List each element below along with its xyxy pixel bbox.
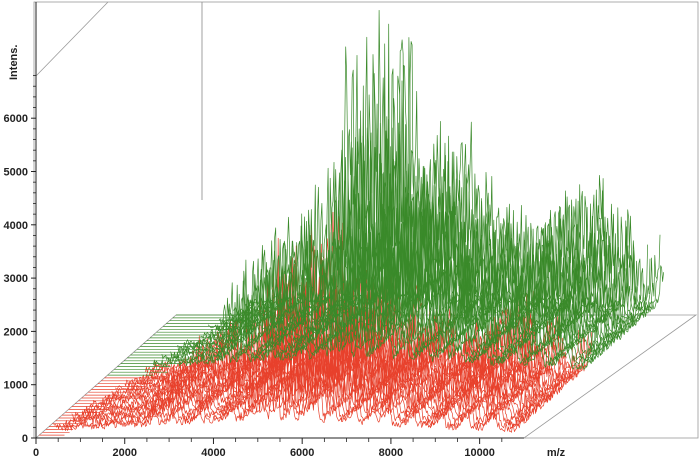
- x-tick-label: 6000: [290, 447, 314, 459]
- spectrum-line: [69, 284, 531, 427]
- y-tick-label: 4000: [4, 220, 28, 232]
- spectrum-line: [72, 271, 535, 425]
- spectrum-line: [115, 256, 567, 396]
- spectra-series: [36, 9, 664, 439]
- spectrum-line: [87, 245, 547, 412]
- axes: Intens. m/z 0 1000 2000 3000 4000 5000 6000 0 20…: [4, 2, 566, 459]
- y-tick-label: 5000: [4, 167, 28, 179]
- y-tick-label: 3000: [4, 273, 28, 285]
- spectrum-line: [244, 41, 661, 313]
- x-tick-label: 4000: [201, 447, 225, 459]
- spectrum-line: [142, 223, 580, 383]
- x-tick-label: 0: [33, 447, 39, 459]
- y-tick-label: 2000: [4, 326, 28, 338]
- spectrum-line: [221, 23, 638, 333]
- y-axis-title: Intens.: [8, 45, 20, 80]
- y-tick-label: 0: [22, 433, 28, 445]
- spectrum-line: [99, 277, 554, 407]
- x-tick-label: 8000: [379, 447, 403, 459]
- spectrum-line: [111, 245, 564, 398]
- spectrum-line: [82, 266, 541, 419]
- spectrum-line: [229, 75, 648, 324]
- spectrum-line: [248, 80, 664, 310]
- spectrum-line: [106, 278, 557, 405]
- spectrum-line: [64, 237, 528, 430]
- spectrum-line: [145, 216, 589, 375]
- spectrum-line: [185, 94, 619, 350]
- spectrum-line: [225, 98, 644, 327]
- x-axis-title: m/z: [547, 447, 566, 459]
- x-tick-label: 2000: [112, 447, 136, 459]
- depth-edge-top: [35, 1, 109, 77]
- spectrum-line: [177, 85, 612, 356]
- y-tick-label: 1000: [4, 380, 28, 392]
- x-tick-label: 10000: [464, 447, 495, 459]
- spectrum-line: [85, 274, 544, 416]
- spectrum-line: [104, 226, 560, 402]
- y-tick-label: 6000: [4, 113, 28, 125]
